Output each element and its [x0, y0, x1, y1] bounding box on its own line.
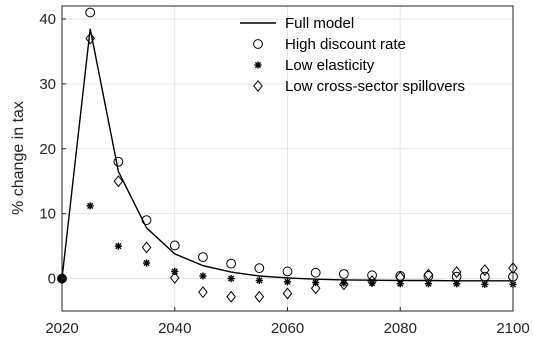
- legend-swatch: [253, 79, 263, 93]
- x-tick-label: 2060: [271, 320, 304, 337]
- legend-item: Full model: [240, 15, 354, 32]
- legend-label: Low elasticity: [285, 57, 375, 74]
- data-point: [141, 241, 152, 254]
- data-point: [85, 32, 95, 45]
- data-point: [255, 276, 263, 285]
- data-point: [310, 282, 321, 295]
- legend: Full model High discount rate Low elastici…: [240, 15, 465, 95]
- data-point: [226, 258, 237, 269]
- data-point: [142, 259, 151, 267]
- legend-label: Low cross-sector spillovers: [285, 78, 465, 95]
- data-point: [282, 266, 293, 277]
- x-axis: 2020 2040 2060 2080 2100: [45, 307, 530, 337]
- series-high-discount-rate: [57, 7, 518, 284]
- data-point: [113, 156, 124, 167]
- x-tick-label: 2020: [45, 320, 78, 337]
- data-point: [198, 286, 208, 299]
- y-axis: 0 10 20 30 40: [39, 11, 66, 288]
- data-point: [282, 287, 293, 300]
- data-point: [339, 278, 349, 291]
- legend-label: High discount rate: [285, 36, 406, 53]
- data-point: [113, 175, 124, 188]
- x-tick-label: 2100: [496, 320, 529, 337]
- data-point: [169, 271, 180, 284]
- data-point: [480, 264, 490, 277]
- data-point: [451, 266, 462, 279]
- y-tick-label: 30: [39, 76, 56, 93]
- data-point: [310, 267, 321, 278]
- legend-swatch: [254, 61, 262, 69]
- data-point: [423, 268, 434, 281]
- x-tick-label: 2040: [158, 320, 191, 337]
- legend-item: Low elasticity: [254, 57, 375, 74]
- data-point: [453, 280, 461, 288]
- data-point: [424, 280, 433, 288]
- data-point: [198, 252, 208, 263]
- data-point: [199, 272, 207, 280]
- series-low-cross-sector-spillovers: [57, 32, 518, 303]
- y-axis-title: % change in tax: [10, 101, 27, 215]
- x-tick-label: 2080: [384, 320, 417, 337]
- legend-swatch: [253, 39, 263, 49]
- data-point: [171, 267, 179, 276]
- y-tick-label: 20: [39, 141, 56, 158]
- legend-item: Low cross-sector spillovers: [253, 78, 465, 95]
- data-point: [254, 290, 265, 303]
- data-point: [141, 215, 152, 226]
- y-tick-label: 40: [39, 11, 56, 28]
- data-point: [114, 242, 122, 250]
- y-tick-label: 0: [48, 271, 56, 288]
- data-point: [254, 263, 265, 274]
- data-point: [283, 278, 292, 286]
- data-point: [227, 274, 235, 283]
- series-layer: [57, 7, 518, 303]
- series-full-model: [61, 28, 513, 282]
- data-point: [481, 280, 489, 288]
- data-point: [367, 275, 377, 288]
- data-point: [396, 280, 404, 288]
- data-point: [86, 202, 94, 210]
- legend-label: Full model: [285, 15, 354, 32]
- y-tick-label: 10: [39, 206, 56, 223]
- series-line: [61, 28, 513, 282]
- legend-item: High discount rate: [253, 36, 406, 53]
- data-point: [85, 7, 96, 18]
- data-point: [395, 271, 406, 284]
- data-point: [169, 240, 180, 251]
- data-point: [226, 290, 236, 303]
